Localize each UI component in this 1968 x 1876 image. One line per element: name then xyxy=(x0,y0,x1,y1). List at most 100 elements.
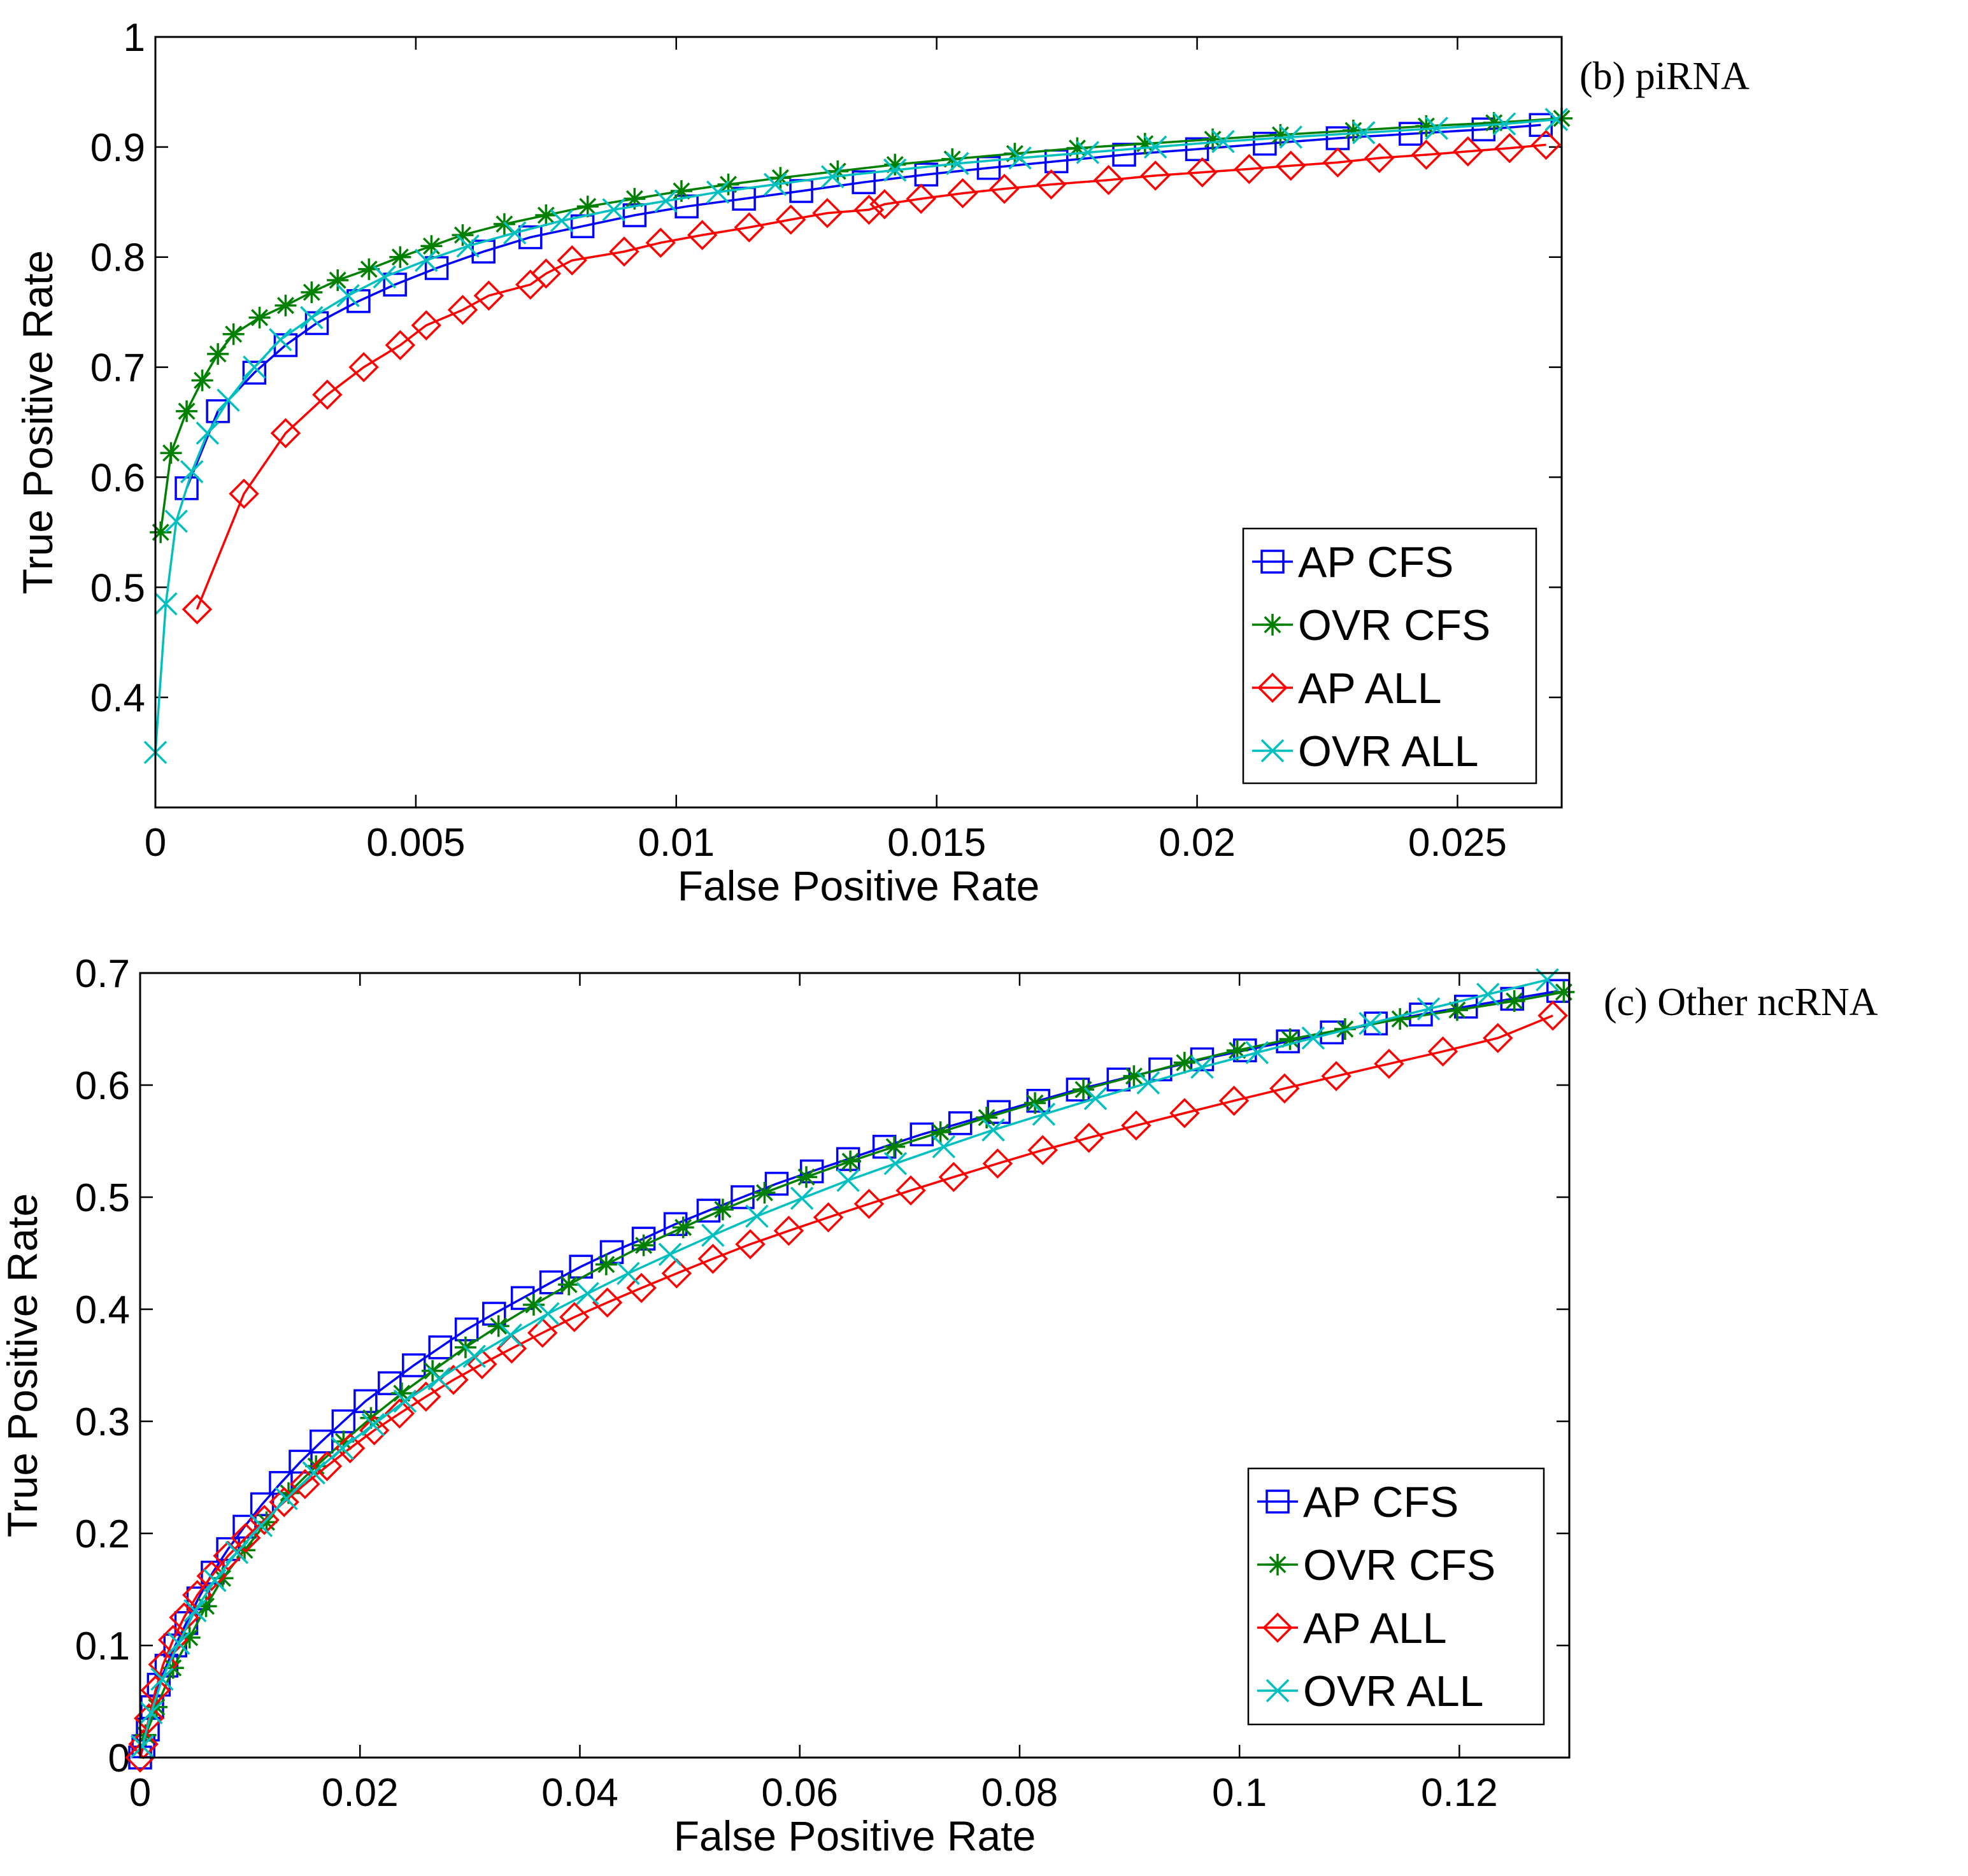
data-point-ap-all xyxy=(661,1258,692,1289)
data-point-ovr-all xyxy=(302,1461,325,1485)
data-point-ovr-all xyxy=(1190,1055,1214,1079)
data-point-ovr-all xyxy=(1425,117,1448,140)
data-point-ap-all xyxy=(447,294,478,325)
data-point-ovr-all xyxy=(1211,129,1235,153)
series-ovr-all xyxy=(131,968,1559,1758)
data-point-ap-all xyxy=(1269,1073,1300,1104)
y-tick-label: 1 xyxy=(124,16,145,60)
y-tick-label: 0.3 xyxy=(75,1400,130,1444)
data-point-ovr-all xyxy=(1076,141,1100,164)
data-point-ovr-all xyxy=(576,1282,599,1305)
data-point-ovr-cfs xyxy=(883,1135,906,1158)
data-point-ovr-cfs xyxy=(1202,128,1224,150)
data-point-ovr-all xyxy=(1136,1071,1160,1095)
data-point-ap-all xyxy=(1483,1023,1513,1053)
y-tick-label: 0.8 xyxy=(90,236,145,280)
data-point-ovr-all xyxy=(427,1367,451,1391)
legend-box xyxy=(1242,527,1537,785)
data-point-ap-all xyxy=(249,1505,280,1535)
data-point-ap-all xyxy=(813,1202,844,1233)
data-point-ovr-all xyxy=(225,1540,249,1565)
data-point-ap-cfs xyxy=(976,155,1001,180)
data-point-ap-all xyxy=(853,1188,885,1219)
legend-marker-ovr-cfs xyxy=(1267,1554,1288,1575)
data-point-ap-all xyxy=(609,236,639,267)
y-axis-label: True Positive Rate xyxy=(14,250,61,594)
data-point-ovr-cfs xyxy=(1066,137,1088,159)
data-point-ap-all xyxy=(384,1398,415,1429)
data-point-ovr-cfs xyxy=(558,1274,580,1296)
data-point-ovr-cfs xyxy=(1503,990,1525,1012)
data-point-ovr-all xyxy=(462,1344,486,1368)
y-tick-label: 0.2 xyxy=(75,1512,130,1556)
data-point-ovr-all xyxy=(1492,112,1516,136)
data-point-ap-cfs xyxy=(1026,1088,1051,1113)
x-tick-label: 0.01 xyxy=(638,821,715,865)
series-line-ap-all xyxy=(139,1014,1553,1758)
y-tick-label: 0.7 xyxy=(75,952,130,996)
legend-marker-ap-all xyxy=(1257,672,1288,703)
data-point-ap-all xyxy=(312,380,343,410)
data-point-ovr-all xyxy=(836,1169,860,1192)
x-tick-label: 0.02 xyxy=(322,1771,399,1815)
data-point-ap-all xyxy=(734,212,764,243)
data-point-ovr-all xyxy=(1279,125,1302,149)
data-point-ap-all xyxy=(269,1486,299,1517)
data-point-ap-all xyxy=(531,258,562,289)
series-ovr-all xyxy=(143,108,1569,764)
x-tick-label: 0 xyxy=(129,1771,151,1815)
data-point-ovr-all xyxy=(981,1118,1005,1142)
legend-item-ap-all: AP ALL xyxy=(1257,1604,1447,1652)
x-tick-label: 0.1 xyxy=(1212,1771,1267,1815)
data-point-ovr-cfs xyxy=(1483,111,1505,134)
legend-label: AP CFS xyxy=(1303,1478,1458,1526)
data-point-ap-cfs xyxy=(914,162,939,187)
data-point-ap-all xyxy=(938,1162,969,1193)
data-point-ap-all xyxy=(626,1272,657,1304)
data-point-ovr-cfs xyxy=(275,294,297,316)
panel-other-ncrna: 0 0.02 0.04 0.06 0.08 0.1 0.1200.10.20.30.40.5… xyxy=(0,952,1878,1859)
data-point-ovr-cfs xyxy=(301,281,323,304)
data-point-ovr-all xyxy=(139,1701,163,1724)
data-point-ovr-cfs xyxy=(327,269,349,292)
data-point-ovr-all xyxy=(536,1302,560,1326)
data-point-ovr-all xyxy=(300,306,324,330)
data-point-ap-cfs xyxy=(1364,1011,1388,1035)
data-point-ovr-all xyxy=(706,180,730,204)
data-point-ap-all xyxy=(1187,157,1218,188)
data-point-ovr-all xyxy=(883,1151,908,1176)
data-point-ovr-all xyxy=(883,158,907,182)
data-point-ovr-all xyxy=(373,265,397,289)
legend-label: OVR CFS xyxy=(1298,601,1490,650)
x-tick-label: 0.025 xyxy=(1408,821,1507,865)
x-tick-label: 0.005 xyxy=(366,821,465,865)
data-point-ap-all xyxy=(229,478,259,509)
data-point-ap-all xyxy=(411,310,441,341)
data-point-ap-all xyxy=(812,197,843,229)
data-point-ovr-all xyxy=(763,173,787,196)
data-point-ovr-cfs xyxy=(248,306,271,329)
data-point-ovr-all xyxy=(1083,1086,1108,1111)
data-point-ap-cfs xyxy=(482,1302,506,1326)
data-point-ovr-all xyxy=(361,1413,385,1437)
y-tick-label: 0.1 xyxy=(75,1624,130,1668)
data-point-ap-cfs xyxy=(1112,143,1136,167)
data-point-ovr-all xyxy=(654,189,678,213)
legend-label: OVR CFS xyxy=(1303,1541,1495,1589)
legend-item-ovr-cfs: OVR CFS xyxy=(1257,1541,1495,1589)
data-point-ap-cfs xyxy=(599,1240,624,1264)
data-point-ovr-cfs xyxy=(929,1121,952,1143)
legend: AP CFS OVR CFS AP ALL OVR ALL xyxy=(1242,527,1537,785)
data-point-ovr-all xyxy=(946,152,969,176)
data-point-ovr-all xyxy=(658,1242,682,1266)
data-point-ovr-all xyxy=(745,1204,769,1228)
data-point-ovr-all xyxy=(336,283,360,308)
data-point-ap-cfs xyxy=(310,1429,334,1454)
series-line-ap-all xyxy=(196,143,1546,610)
data-point-ap-all xyxy=(385,330,416,360)
data-point-ovr-cfs xyxy=(1342,119,1364,141)
legend-item-ap-cfs: AP CFS xyxy=(1257,1478,1458,1526)
data-point-ovr-all xyxy=(1008,146,1032,170)
data-point-ap-all xyxy=(989,173,1020,204)
data-point-ap-cfs xyxy=(1190,1047,1215,1072)
